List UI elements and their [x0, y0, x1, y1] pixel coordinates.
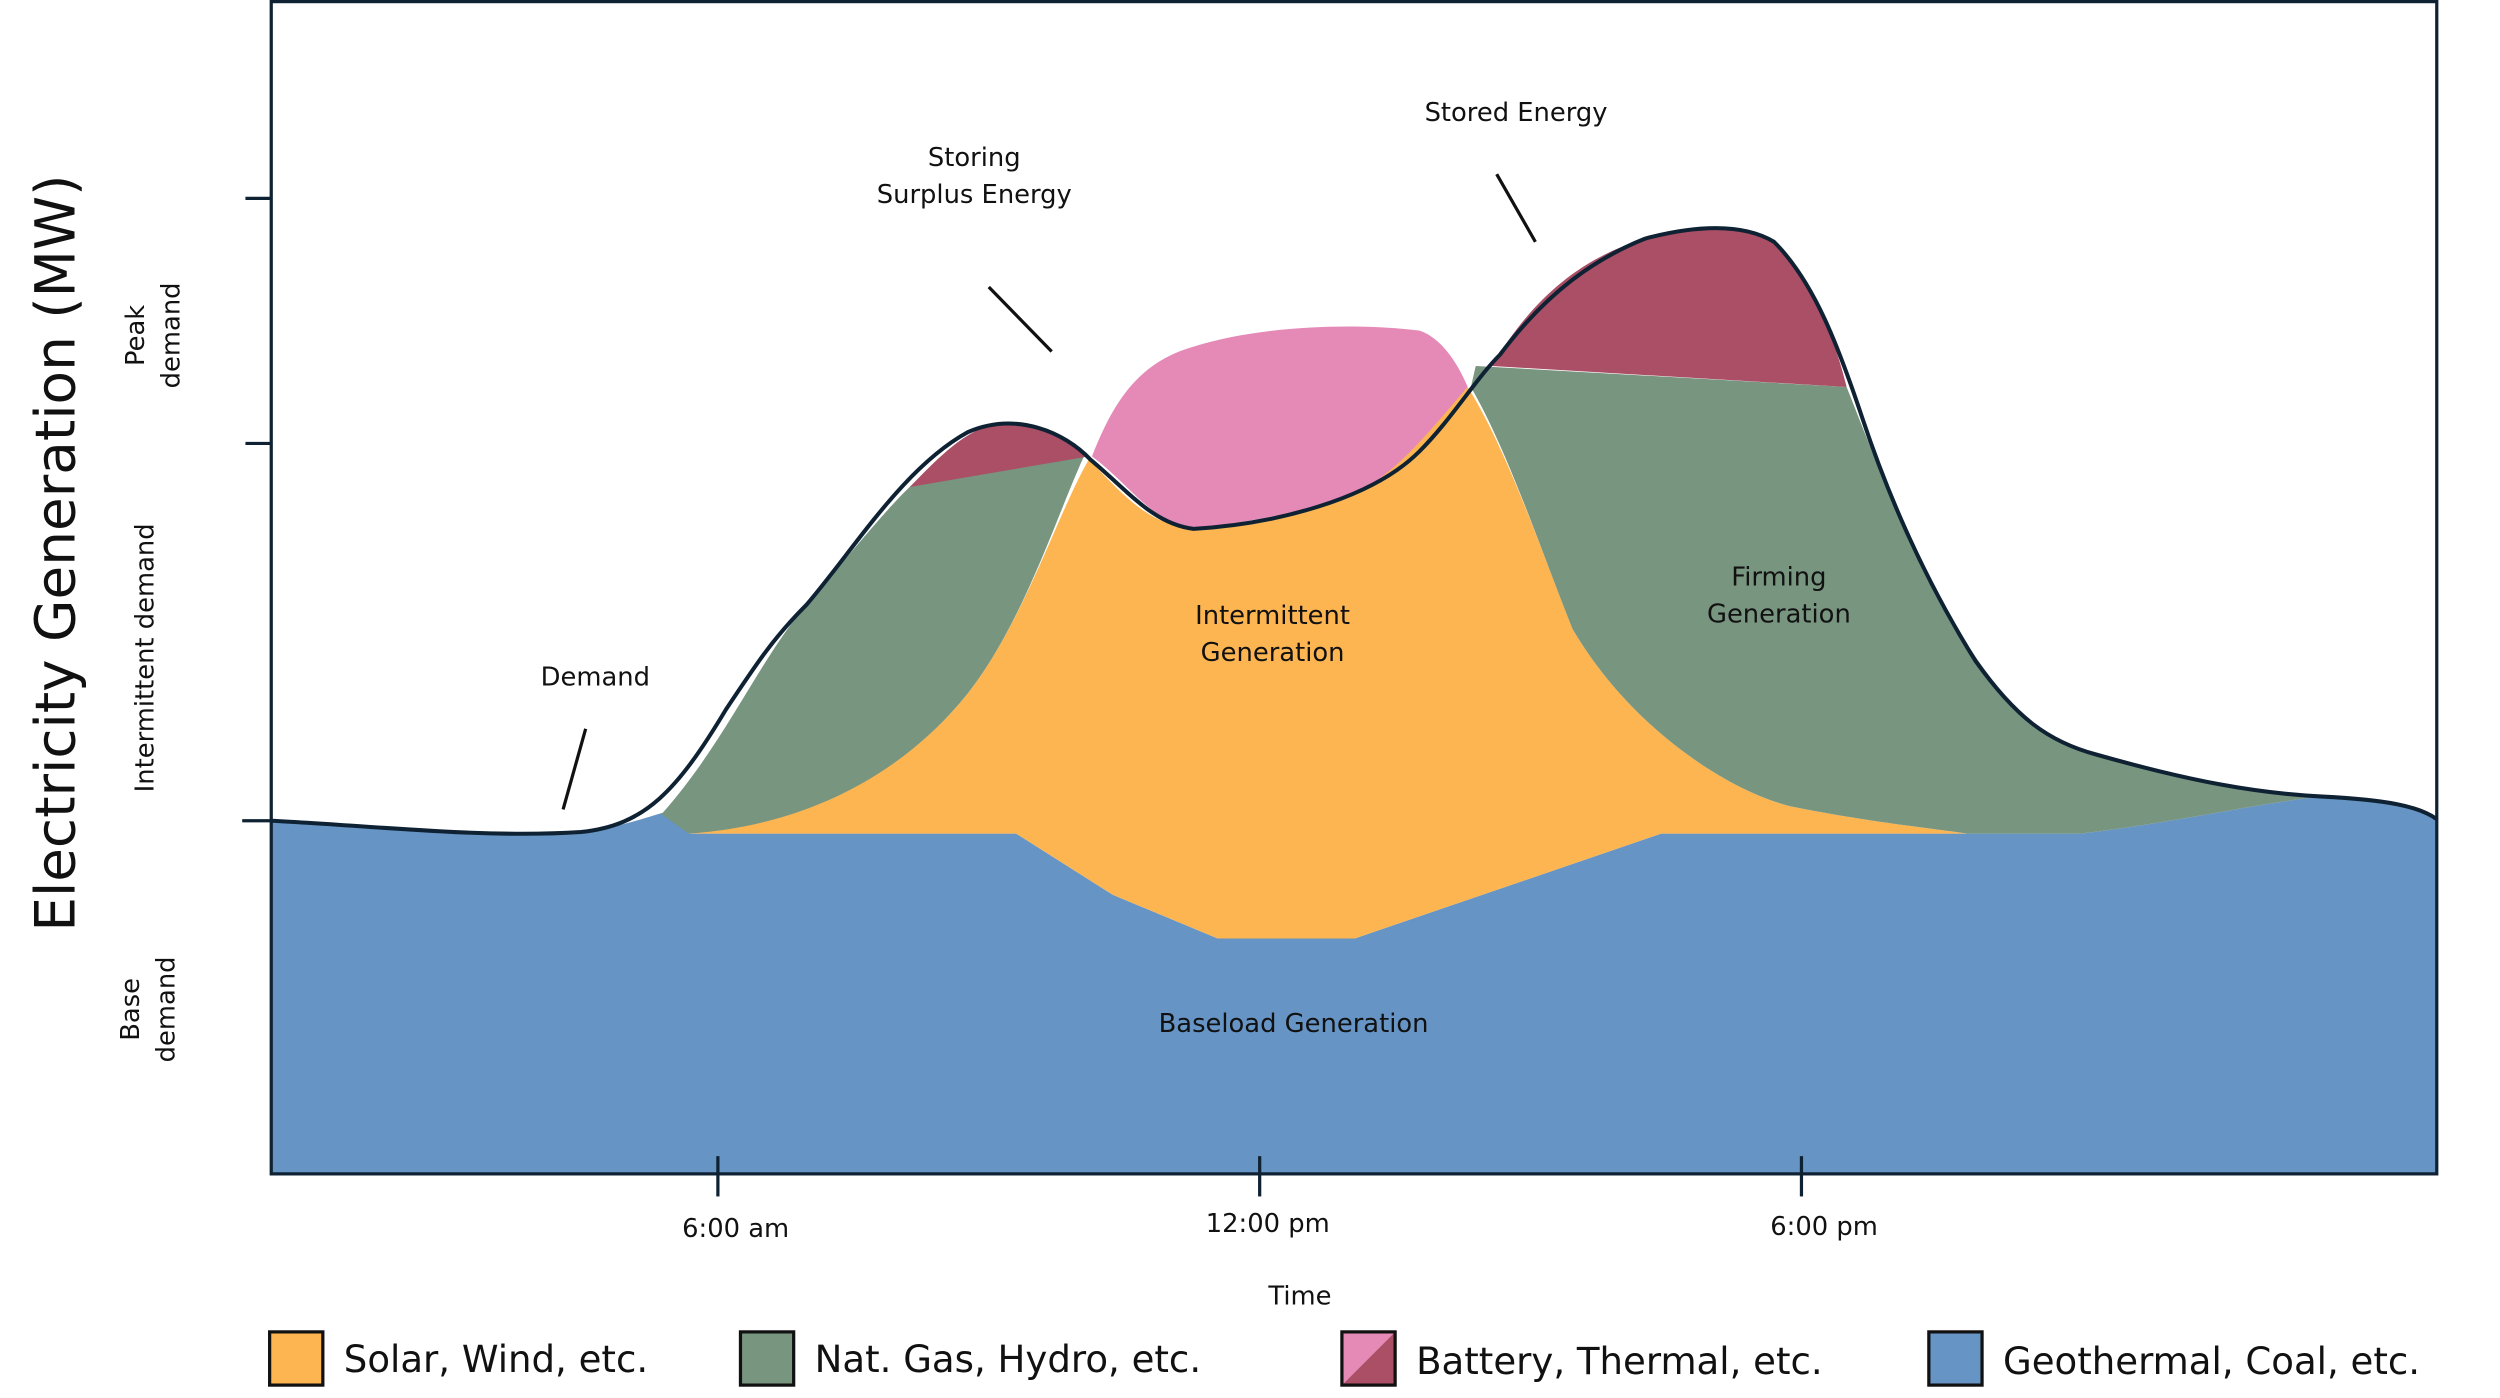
pointers: [561, 173, 1537, 810]
label: Base demand: [116, 956, 181, 1062]
label-line: Demand: [541, 662, 650, 692]
legend-swatches: [268, 1330, 1984, 1387]
label: Intermittent demand: [131, 523, 161, 792]
y-axis-title: Electricity Generation (MW): [24, 174, 88, 931]
label-line: Generation: [1201, 638, 1345, 668]
firming-area-right: [1470, 366, 2323, 834]
label-line: Stored Energy: [1425, 98, 1608, 128]
label: Baseload Generation: [1159, 1009, 1429, 1039]
legend-label: Nat. Gas, Hydro, etc.: [815, 1338, 1201, 1381]
storage-area: [1091, 326, 1468, 529]
baseload-area: [271, 796, 2437, 1174]
label: Peak demand: [121, 282, 186, 388]
legend-label: Solar, Wind, etc.: [344, 1338, 648, 1381]
label-line: Storing: [928, 143, 1021, 173]
intermittent-area: [688, 386, 1968, 939]
plot-frame: [269, 0, 2439, 1176]
label-line: Firming: [1731, 562, 1826, 592]
label-line: Intermittent: [1195, 601, 1350, 631]
legend-label: Geothermal, Coal, etc.: [2003, 1340, 2420, 1383]
label-line: demand: [151, 956, 181, 1062]
ticks: [242, 196, 1804, 1197]
firming-area-left: [661, 456, 1084, 834]
battery-area-right: [1491, 228, 1847, 387]
battery-area-left: [909, 422, 1089, 487]
label-line: Surplus Energy: [877, 180, 1072, 210]
annotations: Storing Surplus Energy Stored Energy Demand…: [541, 98, 1851, 1039]
legend-label: Battery, Thermal, etc.: [1416, 1340, 1823, 1383]
x-tick-label: 6:00 am: [682, 1214, 789, 1244]
x-tick-label: 6:00 pm: [1770, 1212, 1878, 1242]
x-axis-title: Time: [1267, 1281, 1331, 1311]
demand-line: [271, 226, 2438, 836]
label: Storing Surplus Energy: [877, 143, 1072, 210]
label-line: Peak: [121, 305, 151, 366]
label: Intermittent Generation: [1195, 601, 1350, 668]
label-line: Base: [116, 978, 146, 1041]
label-line: Baseload Generation: [1159, 1009, 1429, 1039]
x-tick-label: 12:00 pm: [1206, 1209, 1330, 1239]
label: Stored Energy: [1425, 98, 1608, 128]
label-line: demand: [156, 282, 186, 388]
label: Demand: [541, 662, 650, 692]
label: Firming Generation: [1707, 562, 1851, 629]
label-line: Generation: [1707, 599, 1851, 629]
label-line: Intermittent demand: [131, 523, 161, 792]
